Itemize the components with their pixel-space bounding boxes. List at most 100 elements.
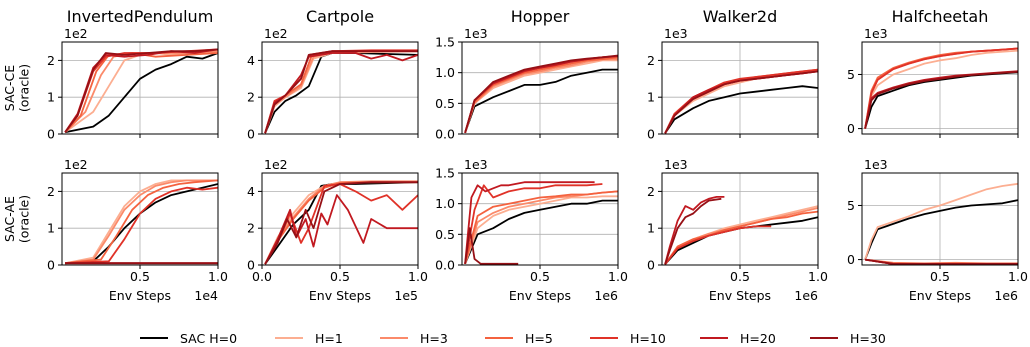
series-line [464, 68, 618, 134]
series-line [264, 50, 418, 134]
series-line [664, 210, 818, 265]
panel-title: Walker2d [703, 7, 778, 26]
y-tick-label: 2 [247, 90, 255, 105]
y-multiplier: 1e2 [64, 157, 88, 172]
x-axis-label: Env Steps [709, 288, 771, 303]
panel-1-4: 0.5 1.0 0 5 1e3 Env Steps 1e6 [847, 157, 1028, 303]
series-line [864, 182, 1018, 260]
x-tick-label: 0.0 [252, 269, 272, 284]
y-tick-label: 0 [247, 127, 255, 142]
y-tick-label: 0 [847, 252, 855, 267]
x-multiplier: 1e5 [394, 288, 418, 303]
x-tick-label: 1.0 [608, 269, 628, 284]
plot-area [64, 179, 218, 265]
y-tick-label: 5 [847, 198, 855, 213]
series-line [64, 50, 218, 133]
legend-item: H=30 [810, 331, 886, 346]
series-line [464, 181, 595, 264]
series-line [464, 183, 603, 264]
x-axis-label: Env Steps [309, 288, 371, 303]
series-line [264, 181, 418, 265]
series-line [464, 227, 519, 265]
series-line [64, 52, 218, 133]
series-line [464, 54, 618, 134]
y-tick-label: 4 [247, 53, 255, 68]
y-multiplier: 1e2 [64, 26, 88, 41]
series-line [864, 258, 1018, 265]
series-line [264, 183, 418, 265]
legend-item: H=20 [700, 331, 776, 346]
y-multiplier: 1e2 [264, 157, 288, 172]
x-tick-label: 0.5 [730, 269, 750, 284]
legend-label: H=3 [420, 331, 448, 346]
plot-area [264, 49, 418, 134]
panel-0-3: 0 1 2 1e3 Walker2d [647, 7, 819, 142]
panel-title: InvertedPendulum [67, 7, 214, 26]
plot-area [664, 195, 818, 265]
legend-label: H=20 [740, 331, 776, 346]
series-line [464, 190, 618, 265]
y-tick-label: 1 [47, 221, 55, 236]
series-line [264, 181, 418, 265]
plot-area [464, 54, 618, 134]
series-line [264, 194, 418, 265]
x-multiplier: 1e6 [994, 288, 1018, 303]
legend-label: H=30 [850, 331, 886, 346]
x-tick-label: 0.5 [930, 269, 950, 284]
panel-title: Cartpole [306, 7, 374, 26]
plot-area [864, 182, 1018, 265]
legend-label: H=1 [315, 331, 343, 346]
y-tick-label: 1.0 [435, 65, 455, 80]
series-line [464, 195, 618, 265]
series-line [264, 52, 418, 134]
panel-1-2: 0.5 1.0 0.0 0.5 1.0 1.5 1e3 Env Steps 1e6 [435, 157, 628, 303]
y-tick-label: 0 [47, 258, 55, 273]
legend: SAC H=0 H=1 H=3 H=5 H=10 H=20 H=30 [140, 331, 886, 346]
series-line [864, 49, 1018, 129]
y-tick-label: 1.0 [435, 196, 455, 211]
series-line [864, 70, 1018, 129]
series-line [64, 48, 218, 133]
y-tick-label: 0 [47, 127, 55, 142]
panel-0-4: 0 5 1e3 Halfcheetah [847, 7, 1019, 138]
y-tick-label: 5 [847, 67, 855, 82]
y-tick-label: 2 [247, 221, 255, 236]
y-tick-label: 0.5 [435, 96, 455, 111]
y-multiplier: 1e3 [864, 157, 888, 172]
series-line [65, 186, 218, 265]
y-tick-label: 1.5 [435, 35, 455, 50]
y-tick-label: 0 [647, 258, 655, 273]
plot-area [64, 48, 218, 134]
legend-label: H=10 [630, 331, 666, 346]
series-line [664, 197, 722, 265]
legend-item: H=1 [275, 331, 343, 346]
series-line [464, 56, 618, 134]
series-line [664, 70, 818, 134]
y-tick-label: 2 [47, 53, 55, 68]
series-line [864, 199, 1018, 260]
plot-area [464, 181, 618, 265]
y-tick-label: 0.0 [435, 127, 455, 142]
series-line [64, 48, 218, 133]
legend-item: SAC H=0 [140, 331, 237, 346]
series-line [64, 179, 218, 265]
series-line [864, 47, 1018, 129]
series-line [64, 179, 218, 265]
y-tick-label: 2 [647, 184, 655, 199]
panel-0-1: 0 2 4 1e2 Cartpole [247, 7, 419, 142]
y-multiplier: 1e3 [464, 26, 488, 41]
series-line [464, 199, 618, 265]
row-label: SAC-CE(oracle) [2, 64, 31, 112]
plot-area [864, 47, 1018, 129]
series-line [64, 52, 218, 134]
series-line [65, 179, 218, 265]
y-multiplier: 1e2 [264, 26, 288, 41]
y-tick-label: 1 [647, 90, 655, 105]
x-multiplier: 1e6 [794, 288, 818, 303]
x-tick-label: 1.0 [808, 269, 828, 284]
x-tick-label: 1.0 [1008, 269, 1028, 284]
legend-item: H=10 [590, 331, 666, 346]
x-axis-label: Env Steps [509, 288, 571, 303]
y-multiplier: 1e3 [664, 157, 688, 172]
